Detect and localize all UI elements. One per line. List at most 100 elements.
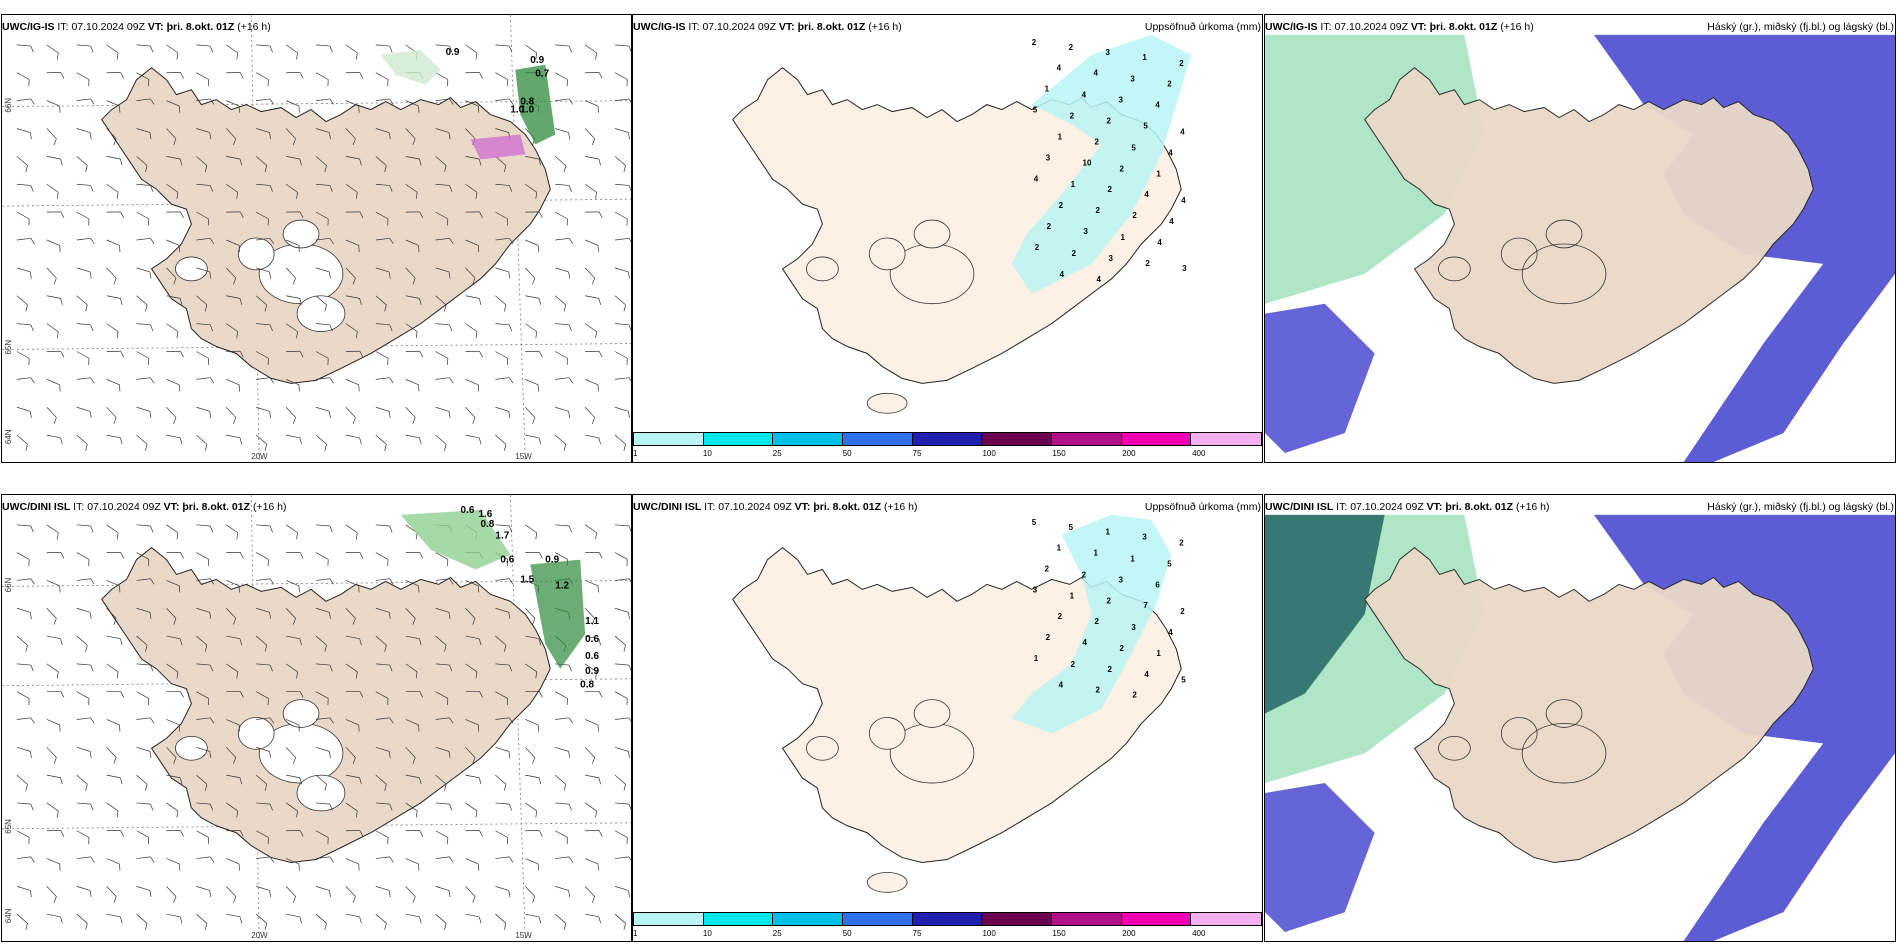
- precip-amount-label: 3: [1084, 227, 1089, 236]
- precip-amount-label: 4: [1097, 275, 1102, 284]
- colorbar-tick-label: 1: [633, 929, 638, 938]
- precip-value-label: 0.9: [446, 47, 460, 58]
- colorbar-swatch: [703, 433, 774, 445]
- precip-amount-label: 4: [1094, 69, 1099, 78]
- precip-amount-label: 1: [1071, 180, 1076, 189]
- precip-amount-label: 2: [1047, 222, 1052, 231]
- colorbar-swatch: [703, 913, 774, 925]
- precip-value-label: 0.8: [580, 680, 594, 691]
- colorbar-swatch: [912, 433, 983, 445]
- precip-amount-label: 7: [1143, 601, 1148, 610]
- precip-value-label: 0.6: [461, 505, 475, 516]
- vt-value: þri. 8.okt. 01Z: [182, 501, 251, 513]
- precip-amount-label: 2: [1107, 185, 1112, 194]
- lat-label: 65N: [4, 340, 13, 355]
- wind-map-2: 0.6 1.60.81.70.6 0.91.51.21.10.60.60.90.86…: [2, 495, 631, 941]
- precip-map-1: 2 2 3 1 2 4 4 3 2 1 4 3 4 5 2 2 5 4 1 2 5 4 3 10 2 1 4 1 2 4 4 2 2 2 4 2 3 1 4…: [732, 34, 1192, 414]
- colorbar-tick-label: 50: [842, 929, 852, 938]
- model-name: UWC/DINI ISL: [2, 501, 71, 513]
- precip-value-label: 0.6: [585, 634, 599, 645]
- lat-label: 65N: [4, 819, 13, 834]
- precip-amount-label: 3: [1130, 75, 1135, 84]
- precip-value-label: 1.2: [555, 580, 569, 591]
- precip-amount-label: 2: [1132, 691, 1137, 700]
- precip-value-label: 1.1: [585, 616, 599, 627]
- precip-amount-label: 1: [1058, 132, 1063, 141]
- precip-amount-label: 2: [1071, 660, 1076, 669]
- panel-cloud-row1: [1264, 14, 1896, 463]
- precip-amount-label: 4: [1155, 101, 1160, 110]
- colorbar-swatch: [1051, 433, 1122, 445]
- precip-amount-label: 1: [1120, 233, 1125, 242]
- precip-amount-label: 4: [1082, 91, 1087, 100]
- lat-label: 64N: [4, 429, 13, 444]
- colorbar-tick-label: 25: [772, 449, 782, 458]
- precip-amount-label: 2: [1167, 80, 1172, 89]
- precip-amount-label: 5: [1181, 676, 1186, 685]
- precip-amount-label: 4: [1060, 270, 1065, 279]
- vt-label: VT:: [163, 501, 180, 513]
- precip-value-label: 0.9: [585, 666, 599, 677]
- precip-amount-label: 2: [1106, 596, 1111, 605]
- precip-amount-label: 5: [1131, 143, 1136, 152]
- colorbar-tick-label: 10: [702, 449, 712, 458]
- precip-value-label: 0.7: [535, 69, 549, 80]
- lead-time: (+16 h): [883, 501, 918, 513]
- precip-amount-label: 4: [1169, 217, 1174, 226]
- vt-label: VT:: [794, 501, 811, 513]
- precip-amount-label: 2: [1035, 243, 1040, 252]
- precip-amount-label: 5: [1167, 560, 1172, 569]
- lat-label: 64N: [4, 908, 13, 923]
- precip-amount-label: 5: [1032, 518, 1037, 527]
- colorbar-tick-label: 10: [702, 929, 712, 938]
- precip-amount-label: 1: [1094, 549, 1099, 558]
- lat-label: 66N: [4, 578, 13, 593]
- precip-colorbar-row2: [633, 912, 1262, 926]
- precip-amount-label: 2: [1096, 206, 1101, 215]
- precip-value-label: 0.8: [520, 97, 534, 108]
- colorbar-tick-label: 75: [912, 929, 922, 938]
- colorbar-tick-label: 25: [772, 929, 782, 938]
- colorbar-swatch: [1051, 913, 1122, 925]
- colorbar-tick-label: 150: [1052, 929, 1066, 938]
- precip-amount-label: 4: [1144, 190, 1149, 199]
- vt-value: þri. 8.okt. 01Z: [813, 501, 882, 513]
- lon-label: 20W: [251, 452, 268, 461]
- precip-amount-label: 2: [1095, 137, 1100, 146]
- header-wind-row2: UWC/DINI ISL IT: 07.10.2024 09Z VT: þri.…: [1, 498, 632, 516]
- lon-label: 15W: [515, 452, 532, 461]
- precip-amount-label: 1: [1034, 654, 1039, 663]
- precip-amount-label: 3: [1033, 585, 1038, 594]
- colorbar-tick-label: 400: [1192, 929, 1206, 938]
- panel-precip-row1: 2 2 3 1 2 4 4 3 2 1 4 3 4 5 2 2 5 4 1 2 5 4 3 10 2 1 4 1 2 4 4 2 2 2 4 2 3 1 4…: [632, 14, 1263, 463]
- colorbar-tick-label: 150: [1052, 449, 1066, 458]
- lon-label: 15W: [515, 931, 532, 940]
- lon-label: 20W: [251, 931, 268, 940]
- vt-value: þri. 8.okt. 01Z: [1429, 21, 1498, 33]
- precip-amount-label: 1: [1057, 544, 1062, 553]
- header-precip-row1: UWC/IG-IS IT: 07.10.2024 09Z VT: þri. 8.…: [632, 18, 1263, 36]
- precip-amount-label: 2: [1045, 564, 1050, 573]
- it-value: 07.10.2024 09Z: [87, 501, 161, 513]
- model-name: UWC/DINI ISL: [633, 501, 702, 513]
- colorbar-swatch: [1191, 433, 1261, 445]
- colorbar-tick-label: 75: [912, 449, 922, 458]
- cloud-map-2: [1265, 495, 1895, 941]
- colorbar-swatch: [842, 913, 913, 925]
- precip-amount-label: 5: [1069, 523, 1074, 532]
- it-label: IT:: [57, 21, 69, 33]
- precip-amount-label: 1: [1130, 555, 1135, 564]
- precip-amount-label: 2: [1046, 633, 1051, 642]
- precip-amount-label: 6: [1155, 580, 1160, 589]
- lat-label: 66N: [4, 98, 13, 113]
- colorbar-swatch: [773, 433, 843, 445]
- precip-amount-label: 4: [1168, 148, 1173, 157]
- colorbar-swatch: [982, 913, 1052, 925]
- precip-value-label: 0.9: [530, 55, 544, 66]
- vt-label: VT:: [778, 21, 795, 33]
- precip-amount-label: 3: [1105, 48, 1110, 57]
- panel-cloud-row2: [1264, 494, 1896, 942]
- precip-amount-label: 4: [1157, 238, 1162, 247]
